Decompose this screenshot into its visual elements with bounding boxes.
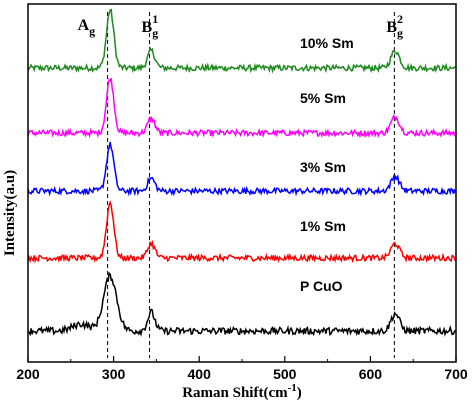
series-label: 1% Sm (300, 218, 346, 234)
peak-label: Ag (78, 17, 96, 38)
x-tick-label: 200 (16, 366, 40, 382)
x-tick-label: 500 (273, 366, 297, 382)
x-axis-title-main: Raman Shift(cm (182, 385, 288, 401)
y-axis-title: Intensity(a.u) (2, 170, 18, 256)
x-tick-label: 400 (188, 366, 212, 382)
series-line (27, 271, 456, 337)
x-axis-tick-labels: 200 300 400 500 600 700 (16, 366, 468, 382)
series-line (27, 77, 457, 139)
x-axis-title: Raman Shift(cm-1) (182, 382, 302, 401)
x-tick-label: 600 (359, 366, 383, 382)
series-line (27, 200, 457, 264)
peak-label: Bg1 (142, 12, 159, 40)
series-label: 5% Sm (300, 90, 346, 106)
peak-reference-lines (107, 12, 395, 358)
x-axis-title-sup: -1 (288, 382, 297, 394)
series-line (27, 8, 456, 74)
peak-labels: Ag Bg1 Bg2 (78, 12, 403, 40)
x-axis-title-tail: ) (297, 385, 302, 401)
plot-frame (27, 3, 457, 363)
x-tick-label: 700 (444, 366, 468, 382)
series-line (27, 141, 457, 197)
series-labels: 10% Sm 5% Sm 3% Sm 1% Sm P CuO (300, 35, 354, 294)
x-axis-ticks (27, 356, 457, 362)
peak-label: Bg2 (386, 12, 403, 40)
series-label: 3% Sm (300, 159, 346, 175)
series-label: P CuO (300, 278, 343, 294)
x-tick-label: 300 (102, 366, 126, 382)
series-lines (27, 8, 457, 337)
series-label: 10% Sm (300, 35, 354, 51)
